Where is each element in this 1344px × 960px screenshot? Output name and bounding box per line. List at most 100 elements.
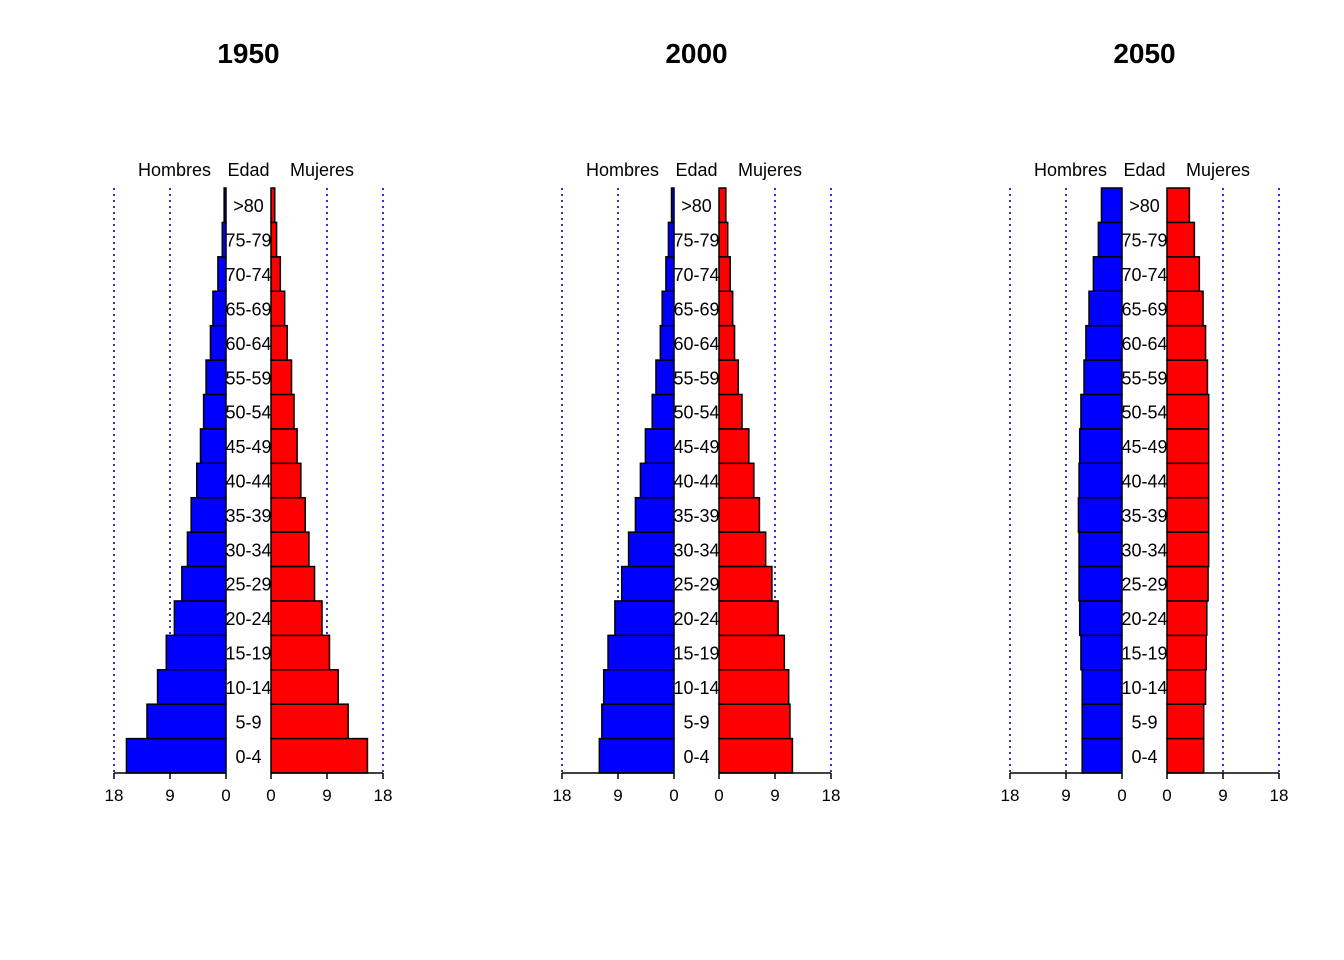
age-label: 20-24: [673, 609, 719, 629]
female-bar: [270, 187, 276, 224]
male-bar: [1100, 187, 1123, 224]
female-bar: [718, 359, 740, 396]
female-bar: [718, 737, 794, 774]
age-label: 10-14: [673, 678, 719, 698]
male-bar: [212, 290, 227, 327]
age-label: 40-44: [225, 472, 271, 492]
female-bar: [718, 290, 734, 327]
female-bar: [1166, 669, 1207, 705]
female-bar: [718, 324, 736, 361]
male-bar: [601, 703, 675, 740]
female-bar: [1166, 221, 1196, 258]
age-label: >80: [1129, 196, 1160, 216]
male-tick-label: 18: [1001, 786, 1020, 805]
female-tick-label: 18: [1270, 786, 1289, 805]
age-label: 5-9: [1131, 712, 1157, 732]
age-label: 0-4: [1131, 747, 1157, 767]
center-label: Edad: [1123, 160, 1165, 180]
female-bar: [718, 600, 779, 637]
age-label: 60-64: [673, 334, 719, 354]
male-bar: [205, 359, 227, 396]
age-label: 25-29: [225, 575, 271, 595]
female-bar: [1166, 290, 1204, 327]
male-bar: [1088, 290, 1123, 327]
male-bar: [1080, 393, 1123, 430]
female-bar: [718, 221, 729, 258]
male-bar: [607, 634, 675, 671]
female-bar: [270, 669, 339, 705]
age-label: 5-9: [235, 712, 261, 732]
female-tick-label: 0: [714, 786, 723, 805]
male-bar: [1081, 737, 1123, 774]
age-label: 30-34: [225, 540, 271, 560]
male-bar: [1085, 324, 1123, 361]
age-label: 60-64: [1121, 334, 1167, 354]
female-bar: [270, 496, 306, 533]
male-bar: [1078, 462, 1123, 499]
male-bar: [186, 531, 227, 568]
male-bar: [598, 737, 675, 774]
age-label: 45-49: [1121, 437, 1167, 457]
age-label: 35-39: [225, 506, 271, 526]
female-bar: [1166, 600, 1208, 637]
female-bar: [270, 359, 293, 396]
female-tick-label: 18: [822, 786, 841, 805]
female-bar: [1166, 324, 1207, 361]
male-bar: [651, 393, 675, 430]
female-bar: [270, 324, 288, 361]
male-bar: [196, 462, 227, 499]
panel-title: 2050: [1113, 38, 1175, 69]
female-bar: [270, 737, 369, 774]
age-label: 10-14: [1121, 678, 1167, 698]
age-label: 65-69: [673, 299, 719, 319]
center-label: Edad: [227, 160, 269, 180]
left-axis-label: Hombres: [1034, 160, 1107, 180]
female-bar: [718, 496, 761, 533]
male-bar: [1078, 600, 1123, 637]
female-tick-label: 9: [322, 786, 331, 805]
left-axis-label: Hombres: [586, 160, 659, 180]
male-bar: [1081, 703, 1123, 740]
male-bar: [1078, 531, 1123, 568]
male-bar: [1078, 565, 1123, 602]
female-tick-label: 0: [1162, 786, 1171, 805]
male-bar: [620, 565, 675, 602]
female-bar: [270, 428, 298, 465]
panel-title: 1950: [217, 38, 279, 69]
age-label: 55-59: [1121, 368, 1167, 388]
female-bar: [718, 634, 786, 671]
female-bar: [1166, 462, 1210, 499]
age-label: 30-34: [673, 540, 719, 560]
male-bar: [156, 669, 227, 705]
age-label: >80: [681, 196, 712, 216]
pyramid-panel-1950: 1950 Hombres Edad Mujeres 0-4 5-9 10-14 15-19 20…: [105, 38, 393, 805]
male-bar: [1080, 634, 1123, 671]
female-bar: [270, 531, 310, 568]
age-label: 15-19: [1121, 644, 1167, 664]
male-bar: [1077, 496, 1123, 533]
male-bar: [614, 600, 675, 637]
right-axis-label: Mujeres: [290, 160, 354, 180]
male-bar: [190, 496, 227, 533]
age-label: 40-44: [673, 472, 719, 492]
male-tick-label: 0: [221, 786, 230, 805]
female-bar: [1166, 531, 1210, 568]
female-bar: [270, 600, 323, 637]
age-label: 50-54: [1121, 403, 1167, 423]
age-label: 55-59: [673, 368, 719, 388]
female-bar: [270, 393, 295, 430]
female-bar: [270, 221, 278, 258]
male-bar: [655, 359, 675, 396]
male-tick-label: 0: [1117, 786, 1126, 805]
female-bar: [270, 565, 316, 602]
male-bar: [602, 669, 675, 705]
male-bar: [146, 703, 227, 740]
right-axis-label: Mujeres: [1186, 160, 1250, 180]
male-bar: [173, 600, 227, 637]
male-bar: [181, 565, 227, 602]
female-bar: [1166, 256, 1201, 292]
age-label: 0-4: [683, 747, 709, 767]
female-bar: [270, 634, 331, 671]
female-bar: [270, 256, 282, 292]
female-bar: [270, 703, 349, 740]
